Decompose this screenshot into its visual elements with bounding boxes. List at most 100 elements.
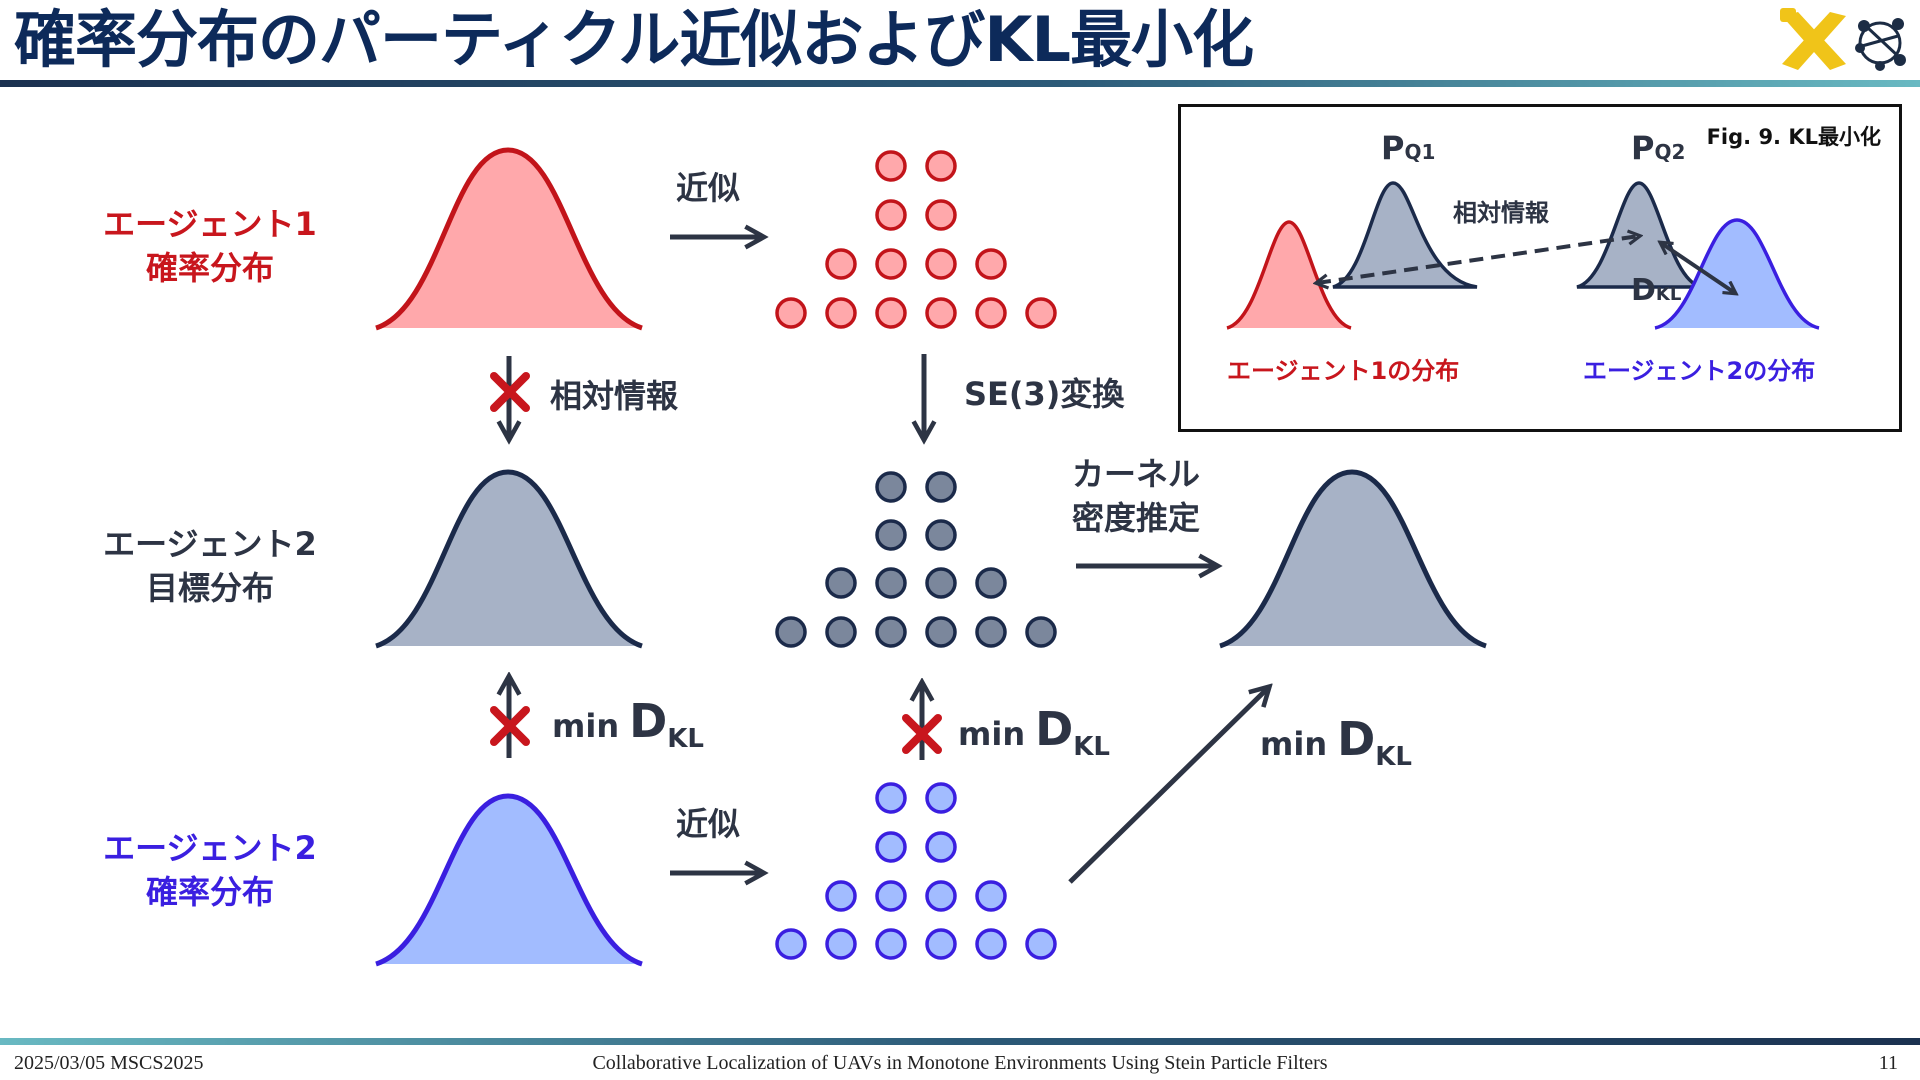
particle (875, 248, 907, 280)
particle (925, 567, 957, 599)
kde-label-line1: カーネル (1072, 455, 1201, 493)
logo-icon (1780, 8, 1906, 71)
relative-info-label: 相対情報 (550, 377, 679, 415)
pq1-subscript: Q1 (1404, 140, 1436, 164)
particle (875, 880, 907, 912)
d-text: D (1337, 712, 1376, 766)
particle (925, 616, 957, 648)
agent1-label-line2: 確率分布 (145, 249, 274, 287)
title-divider (0, 80, 1920, 87)
inset-canvas (1226, 181, 1820, 330)
particle (975, 880, 1007, 912)
particle (875, 150, 907, 182)
particle (975, 616, 1007, 648)
kde-label-line2: 密度推定 (1072, 499, 1201, 537)
particle (925, 199, 957, 231)
particle (775, 928, 807, 960)
pq2-gaussian-curve (1576, 181, 1702, 289)
min-text: min (1260, 725, 1328, 763)
particle (825, 880, 857, 912)
min-text: min (958, 715, 1026, 753)
particle (875, 199, 907, 231)
kl-subscript: KL (1375, 742, 1412, 772)
cross-icon (490, 706, 530, 746)
pq2-label: PQ2 (1631, 129, 1685, 167)
agent2-label-line2: 確率分布 (145, 873, 274, 911)
particle (875, 831, 907, 863)
particle (925, 248, 957, 280)
agent1-label-line1: エージェント1 (103, 205, 317, 243)
agent2-distribution-label: エージェント2 確率分布 (80, 826, 340, 914)
agent2-target-label: エージェント2 目標分布 (80, 522, 340, 610)
d-text: D (1035, 702, 1074, 756)
d-text: D (629, 694, 668, 748)
se3-label: SE(3)変換 (964, 375, 1125, 413)
particle (975, 248, 1007, 280)
pq1-label: PQ1 (1381, 129, 1435, 167)
page-number: 11 (1878, 1052, 1898, 1074)
agent1-particles (775, 150, 1057, 329)
inset-dkl-arrow (1661, 243, 1735, 293)
pq2-letter: P (1631, 129, 1655, 167)
particle (925, 831, 957, 863)
particle (1025, 928, 1057, 960)
inset-d-letter: D (1631, 273, 1656, 308)
particle (925, 519, 957, 551)
particle (875, 928, 907, 960)
inset-dkl-label: DKL (1631, 273, 1681, 308)
cross-icon (490, 372, 530, 412)
particle (975, 297, 1007, 329)
agent2-target-gaussian-curve (375, 469, 643, 649)
min-text: min (552, 707, 620, 745)
particle (825, 297, 857, 329)
particle (875, 567, 907, 599)
kl-subscript: KL (667, 724, 704, 754)
agent2-particles (775, 782, 1057, 960)
inset-agent2-dist-label: エージェント2の分布 (1583, 357, 1816, 385)
particle (1025, 297, 1057, 329)
particle (775, 616, 807, 648)
page-title: 確率分布のパーティクル近似およびKL最小化 (14, 3, 1254, 76)
agent1-inset-curve (1226, 220, 1352, 330)
pq1-letter: P (1381, 129, 1405, 167)
particle (925, 928, 957, 960)
approx-label-top: 近似 (676, 169, 741, 207)
min-dkl-label-left: min DKL (552, 694, 704, 754)
inset-relative-info-arrow (1317, 236, 1639, 283)
particle (825, 928, 857, 960)
footer-title: Collaborative Localization of UAVs in Mo… (592, 1052, 1328, 1074)
agent2-target-line1: エージェント2 (103, 525, 317, 563)
transformed-particles (775, 471, 1057, 648)
kl-subscript: KL (1073, 732, 1110, 762)
particle (825, 616, 857, 648)
cross-icon (902, 714, 942, 754)
particle (775, 297, 807, 329)
inset-figure: Fig. 9. KL最小化 PQ1 PQ2 相対情報 DKL エージェント1の分… (1178, 104, 1902, 432)
footer-divider (0, 1038, 1920, 1045)
particle (875, 782, 907, 814)
agent2-label-line1: エージェント2 (103, 829, 317, 867)
inset-kl-subscript: KL (1655, 284, 1682, 305)
particle (925, 150, 957, 182)
particle (875, 616, 907, 648)
particle (875, 297, 907, 329)
particle (925, 880, 957, 912)
min-dkl-label-right: min DKL (1260, 712, 1412, 772)
agent1-distribution-label: エージェント1 確率分布 (80, 202, 340, 290)
agent1-gaussian-curve (375, 147, 643, 331)
particle (925, 782, 957, 814)
particle (875, 519, 907, 551)
particle (975, 567, 1007, 599)
footer-date: 2025/03/05 MSCS2025 (14, 1052, 204, 1074)
particle (825, 567, 857, 599)
particle (1025, 616, 1057, 648)
approx-label-bottom: 近似 (676, 805, 741, 843)
inset-agent1-dist-label: エージェント1の分布 (1227, 357, 1460, 385)
inset-relative-info-label: 相対情報 (1453, 199, 1549, 227)
particle (975, 928, 1007, 960)
pq2-subscript: Q2 (1654, 140, 1686, 164)
agent2-target-line2: 目標分布 (145, 569, 274, 607)
min-dkl-label-center: min DKL (958, 702, 1110, 762)
kde-gaussian-curve (1219, 469, 1487, 649)
particle (925, 471, 957, 503)
